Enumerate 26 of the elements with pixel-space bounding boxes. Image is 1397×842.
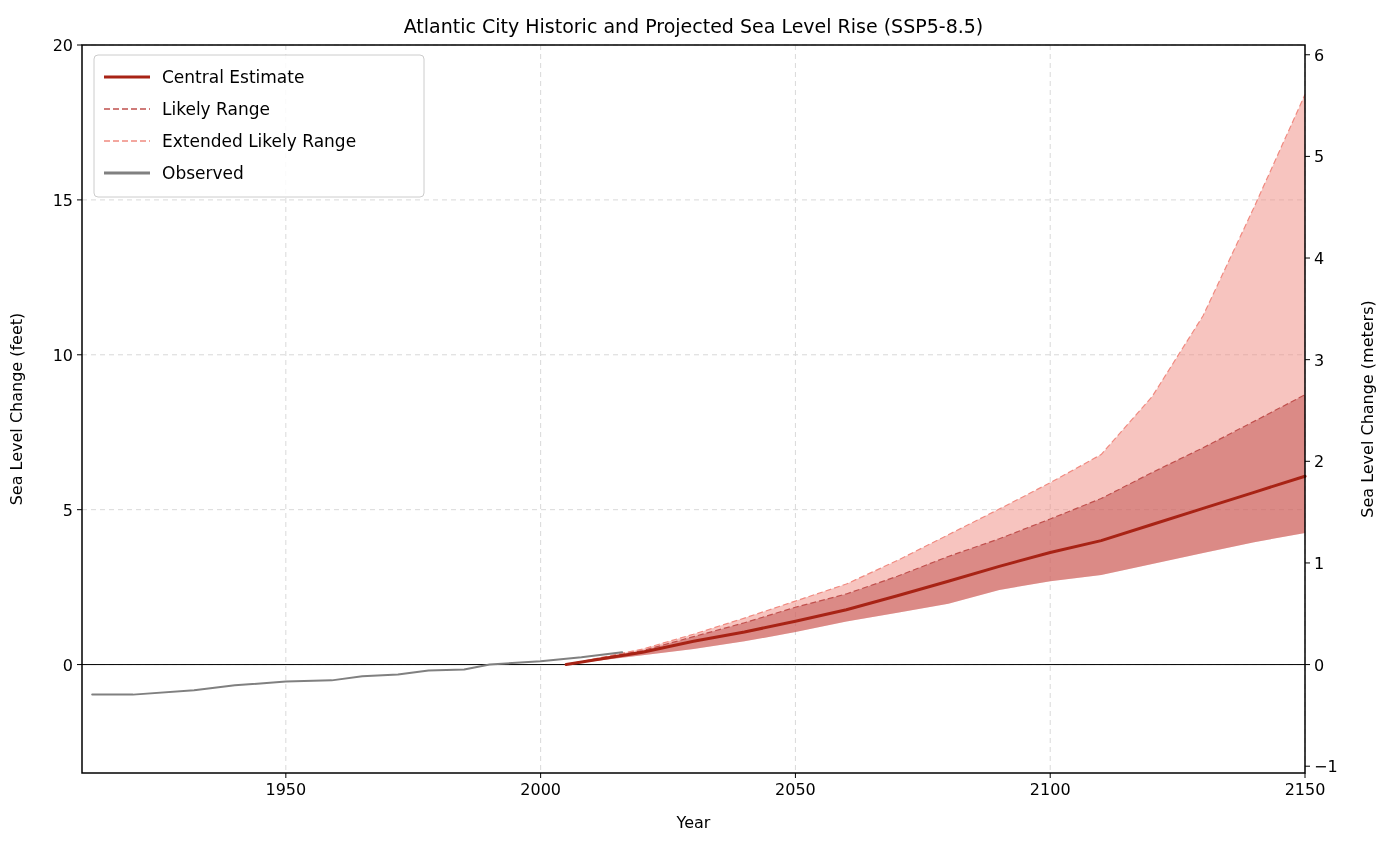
y2-tick-label: 0 <box>1314 655 1325 675</box>
y2-tick-label: 2 <box>1314 452 1325 472</box>
legend-label: Observed <box>162 163 244 183</box>
y2-tick-label: 5 <box>1314 147 1325 167</box>
y2-axis-title: Sea Level Change (meters) <box>1358 300 1377 518</box>
legend-label: Extended Likely Range <box>162 131 357 151</box>
x-tick-label: 2000 <box>520 780 561 799</box>
legend-label: Central Estimate <box>162 67 305 87</box>
chart-title: Atlantic City Historic and Projected Sea Level Rise (SSP5-8.5) <box>403 15 984 37</box>
y2-tick-label: 6 <box>1314 45 1325 65</box>
y2-tick-label: −1 <box>1314 757 1338 777</box>
x-tick-label: 1950 <box>265 780 307 799</box>
x-tick-label: 2050 <box>775 780 816 799</box>
y2-tick-label: 1 <box>1314 553 1325 573</box>
y-tick-label: 15 <box>52 190 73 210</box>
y2-tick-label: 3 <box>1314 350 1325 370</box>
x-tick-label: 2100 <box>1029 780 1071 799</box>
y-tick-label: 20 <box>52 36 73 55</box>
legend-label: Likely Range <box>162 99 270 119</box>
x-axis-title: Year <box>675 813 711 832</box>
y-tick-label: 10 <box>52 345 73 365</box>
y2-tick-label: 4 <box>1314 249 1325 269</box>
y-tick-label: 5 <box>62 500 73 520</box>
y-axis-title: Sea Level Change (feet) <box>7 312 26 506</box>
x-tick-label: 2150 <box>1284 780 1326 799</box>
y-tick-label: 0 <box>62 655 73 675</box>
